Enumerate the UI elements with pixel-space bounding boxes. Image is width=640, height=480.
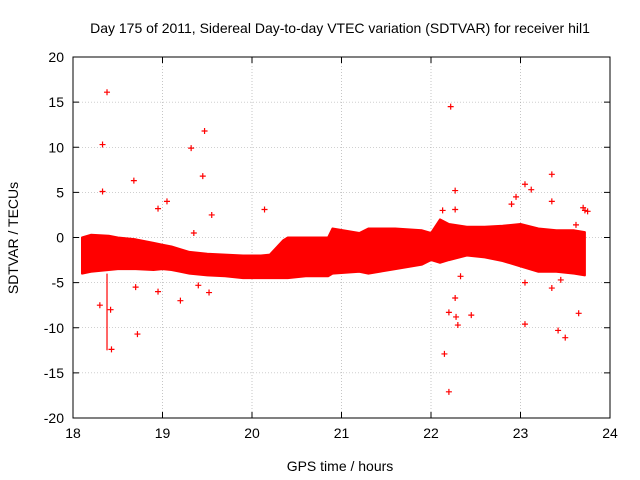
y-tick-label: -15 <box>44 365 64 381</box>
data-point <box>457 273 464 280</box>
data-point <box>452 187 459 194</box>
y-tick-label: 15 <box>48 94 64 110</box>
data-point <box>96 302 103 309</box>
data-point <box>521 181 528 188</box>
data-point <box>548 285 555 292</box>
data-point <box>468 312 475 319</box>
data-point <box>453 313 460 320</box>
data-point <box>99 188 106 195</box>
data-point <box>134 331 141 338</box>
data-point <box>572 221 579 228</box>
data-point <box>441 350 448 357</box>
data-point <box>155 205 162 212</box>
x-tick-label: 18 <box>65 425 81 441</box>
data-point <box>447 103 454 110</box>
data-point <box>548 171 555 178</box>
data-band <box>81 218 586 280</box>
data-point <box>130 177 137 184</box>
data-point <box>177 297 184 304</box>
data-point <box>508 201 515 208</box>
y-tick-label: -20 <box>44 410 64 426</box>
data-point <box>439 207 446 214</box>
data-point <box>206 289 213 296</box>
data-point <box>132 284 139 291</box>
y-tick-label: 0 <box>56 230 64 246</box>
data-point <box>445 309 452 316</box>
data-point <box>521 321 528 328</box>
y-tick-label: -5 <box>52 275 65 291</box>
data-point <box>452 294 459 301</box>
data-point <box>557 276 564 283</box>
data-point <box>562 334 569 341</box>
y-tick-label: -10 <box>44 320 64 336</box>
data-point <box>521 279 528 286</box>
y-tick-label: 5 <box>56 184 64 200</box>
data-point <box>555 327 562 334</box>
y-tick-label: 20 <box>48 49 64 65</box>
y-axis-label: SDTVAR / TECUs <box>5 182 21 294</box>
data-point <box>548 198 555 205</box>
data-point <box>199 173 206 180</box>
data-point <box>155 288 162 295</box>
data-point <box>454 322 461 329</box>
data-point <box>513 193 520 200</box>
x-tick-label: 24 <box>602 425 618 441</box>
x-axis-label: GPS time / hours <box>287 458 394 474</box>
data-point <box>261 206 268 213</box>
data-point <box>163 198 170 205</box>
data-point <box>201 128 208 135</box>
data-point <box>188 145 195 152</box>
y-tick-label: 10 <box>48 139 64 155</box>
data-point <box>195 282 202 289</box>
chart-title: Day 175 of 2011, Sidereal Day-to-day VTE… <box>90 20 590 36</box>
x-tick-label: 19 <box>155 425 171 441</box>
data-point <box>575 310 582 317</box>
data-point <box>108 346 115 353</box>
x-tick-label: 23 <box>513 425 529 441</box>
data-points <box>81 89 591 395</box>
data-point <box>528 186 535 193</box>
x-tick-label: 20 <box>244 425 260 441</box>
data-point <box>104 89 111 96</box>
data-point <box>190 229 197 236</box>
data-point <box>452 206 459 213</box>
data-point <box>107 306 114 313</box>
data-point <box>445 388 452 395</box>
x-tick-label: 22 <box>423 425 439 441</box>
data-point <box>581 207 588 214</box>
data-point <box>584 208 591 215</box>
x-tick-label: 21 <box>334 425 350 441</box>
data-point <box>208 211 215 218</box>
axis-ticks: 18 19 20 21 22 23 24 -20 -15 -10 -5 0 5 10 15 20 <box>44 49 618 441</box>
data-point <box>99 141 106 148</box>
